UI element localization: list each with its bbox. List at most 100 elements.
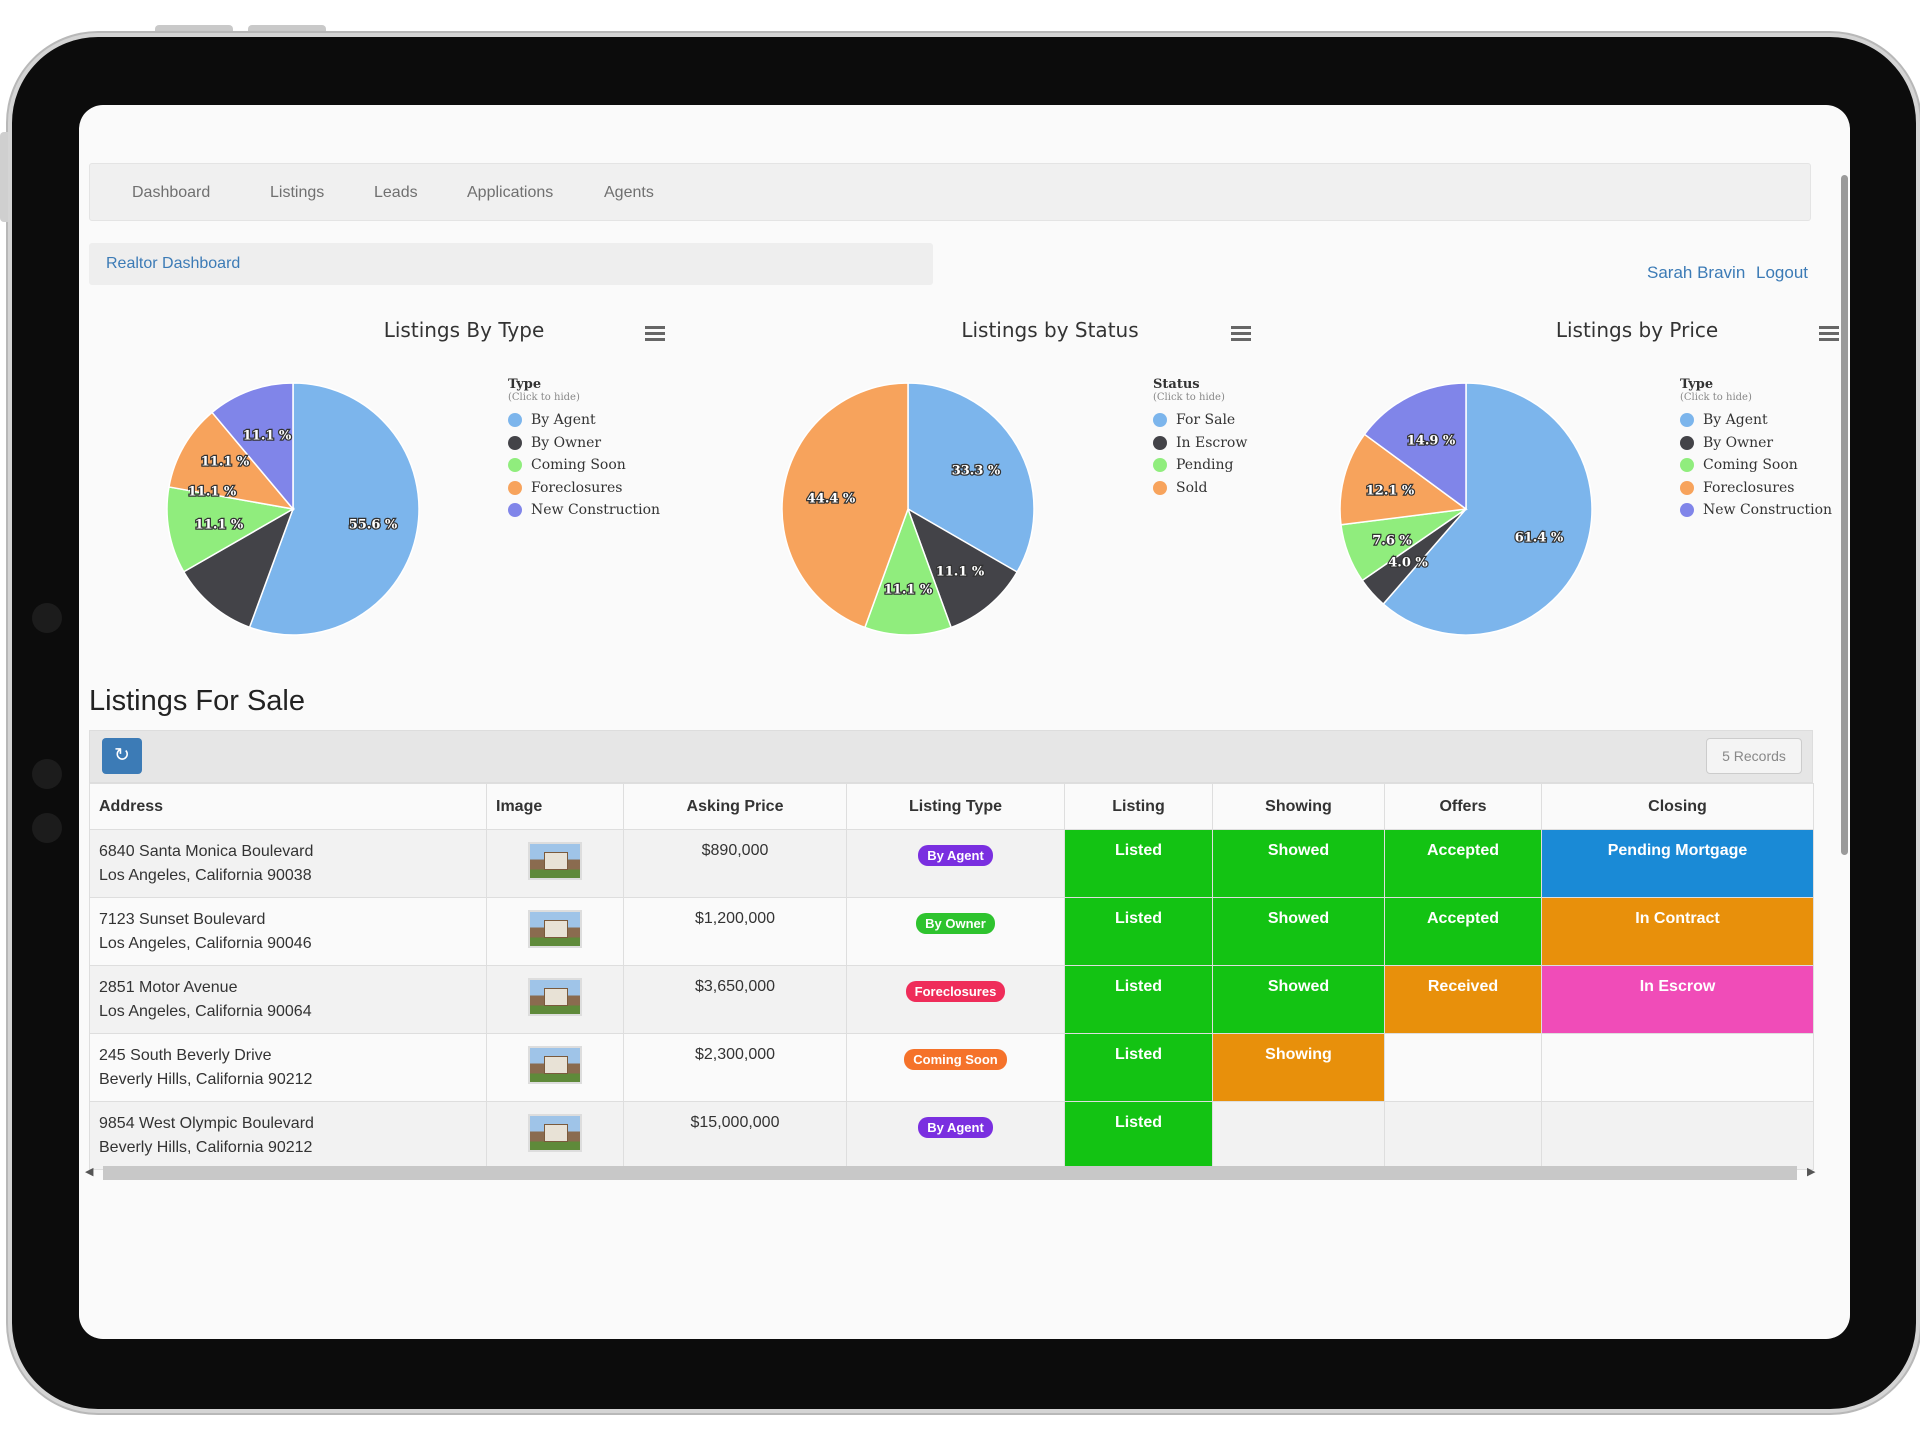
legend-item[interactable]: By Agent — [1680, 409, 1832, 432]
legend-label: In Escrow — [1176, 434, 1248, 451]
listing-type-cell: By Agent — [846, 829, 1065, 898]
nav-agents[interactable]: Agents — [604, 184, 654, 201]
legend-subtitle: (Click to hide) — [1680, 392, 1752, 403]
column-header-offers[interactable]: Offers — [1384, 783, 1542, 830]
legend-item[interactable]: In Escrow — [1153, 432, 1247, 455]
pie-slice[interactable] — [906, 507, 1019, 629]
legend-title: Type — [1680, 377, 1714, 392]
table-toolbar: ↻ 5 Records — [89, 730, 1813, 783]
legend-item[interactable]: By Owner — [1680, 432, 1832, 455]
table-row[interactable]: 9854 West Olympic Boulevard Beverly Hills… — [89, 1101, 1814, 1170]
column-header-image[interactable]: Image — [486, 783, 624, 830]
nav-leads[interactable]: Leads — [374, 184, 418, 201]
stage-cell-closing — [1541, 1101, 1814, 1170]
device-side-button — [0, 132, 8, 222]
legend-label: By Owner — [1703, 434, 1774, 451]
chart-menu-icon[interactable] — [1231, 326, 1251, 341]
pie-slice[interactable] — [1363, 382, 1467, 511]
legend-title: Status — [1153, 377, 1200, 392]
pie-slice[interactable] — [166, 486, 296, 573]
pie-slice[interactable] — [781, 382, 909, 629]
records-count: 5 Records — [1706, 738, 1802, 774]
device-power-button — [248, 25, 326, 33]
chart-menu-icon[interactable] — [645, 326, 665, 341]
chart-legend: Status (Click to hide) For Sale In Escrow Pe… — [1153, 377, 1247, 499]
nav-dashboard[interactable]: Dashboard — [132, 184, 211, 201]
listing-thumbnail[interactable] — [528, 1114, 582, 1152]
vertical-scroll-thumb[interactable] — [1841, 175, 1848, 855]
column-header-listing[interactable]: Listing — [1064, 783, 1213, 830]
camera-sensor — [32, 813, 62, 843]
nav-listings[interactable]: Listings — [270, 184, 325, 201]
legend-item[interactable]: New Construction — [508, 499, 660, 522]
listing-thumbnail[interactable] — [528, 842, 582, 880]
pie-data-label: 11.1 % — [936, 565, 985, 580]
legend-item[interactable]: Pending — [1153, 454, 1247, 477]
stage-cell-offers — [1384, 1033, 1542, 1102]
column-header-address[interactable]: Address — [89, 783, 487, 830]
listing-thumbnail[interactable] — [528, 910, 582, 948]
table-row[interactable]: 7123 Sunset Boulevard Los Angeles, Califo… — [89, 897, 1814, 966]
stage-label: Showed — [1267, 842, 1330, 859]
legend-item[interactable]: Sold — [1153, 477, 1247, 500]
listing-type-badge: By Agent — [918, 845, 993, 866]
stage-cell-closing: In Contract — [1541, 897, 1814, 966]
logout-link[interactable]: Logout — [1756, 263, 1808, 282]
pie-slice[interactable] — [211, 382, 294, 512]
scroll-right-icon[interactable]: ▶ — [1807, 1166, 1816, 1178]
stage-label: Listed — [1114, 1046, 1163, 1063]
pie-slice[interactable] — [248, 382, 420, 636]
stage-cell-showing: Showed — [1212, 897, 1385, 966]
legend-item[interactable]: Coming Soon — [508, 454, 660, 477]
legend-item[interactable]: For Sale — [1153, 409, 1247, 432]
table-row[interactable]: 2851 Motor Avenue Los Angeles, California… — [89, 965, 1814, 1034]
stage-label: Listed — [1114, 978, 1163, 995]
column-header-closing[interactable]: Closing — [1541, 783, 1814, 830]
horizontal-scroll-thumb[interactable] — [103, 1166, 1797, 1180]
listing-type-cell: Foreclosures — [846, 965, 1065, 1034]
price-cell: $3,650,000 — [623, 965, 847, 1034]
pie-slice[interactable] — [907, 382, 1035, 574]
chart-menu-icon[interactable] — [1819, 326, 1839, 341]
legend-item[interactable]: By Owner — [508, 432, 660, 455]
listing-thumbnail[interactable] — [528, 1046, 582, 1084]
stage-cell-showing — [1212, 1101, 1385, 1170]
legend-marker — [508, 480, 522, 495]
vertical-scrollbar[interactable] — [1838, 155, 1850, 1155]
column-header-asking-price[interactable]: Asking Price — [623, 783, 847, 830]
legend-item[interactable]: Foreclosures — [1680, 477, 1832, 500]
refresh-button[interactable]: ↻ — [102, 738, 142, 774]
price-cell: $890,000 — [623, 829, 847, 898]
legend-item[interactable]: New Construction — [1680, 499, 1832, 522]
address-cell: 2851 Motor Avenue Los Angeles, California… — [89, 965, 487, 1034]
listing-thumbnail[interactable] — [528, 978, 582, 1016]
legend-item[interactable]: Coming Soon — [1680, 454, 1832, 477]
horizontal-scrollbar[interactable]: ◀ ▶ — [79, 1164, 1835, 1182]
image-cell — [486, 829, 624, 898]
breadcrumb-realtor-dashboard[interactable]: Realtor Dashboard — [106, 255, 241, 272]
stage-cell-listing: Listed — [1064, 1033, 1213, 1102]
legend-item[interactable]: By Agent — [508, 409, 660, 432]
stage-cell-offers: Accepted — [1384, 897, 1542, 966]
stage-label: Listed — [1114, 910, 1163, 927]
legend-subtitle: (Click to hide) — [1153, 392, 1225, 403]
chart-title: Listings By Type — [383, 318, 545, 342]
listing-type-cell: Coming Soon — [846, 1033, 1065, 1102]
scroll-left-icon[interactable]: ◀ — [85, 1166, 94, 1178]
table-row[interactable]: 6840 Santa Monica Boulevard Los Angeles, … — [89, 829, 1814, 898]
address-line-1: 2851 Motor Avenue — [99, 979, 238, 996]
column-header-listing-type[interactable]: Listing Type — [846, 783, 1065, 830]
pie-slice[interactable] — [863, 506, 953, 636]
pie-slice[interactable] — [1339, 433, 1468, 526]
pie-slice[interactable] — [1382, 382, 1593, 636]
pie-chart: 55.6 % 11.1 % 11.1 % 11.1 % 11.1 % — [166, 382, 420, 636]
pie-slice[interactable] — [168, 411, 295, 511]
pie-slice[interactable] — [182, 507, 295, 629]
user-name-link[interactable]: Sarah Bravin — [1647, 263, 1746, 282]
table-row[interactable]: 245 South Beverly Drive Beverly Hills, Ca… — [89, 1033, 1814, 1102]
legend-item[interactable]: Foreclosures — [508, 477, 660, 500]
nav-applications[interactable]: Applications — [467, 184, 554, 201]
legend-title: Type — [508, 377, 542, 392]
column-header-showing[interactable]: Showing — [1212, 783, 1385, 830]
legend-label: Coming Soon — [1703, 457, 1798, 474]
